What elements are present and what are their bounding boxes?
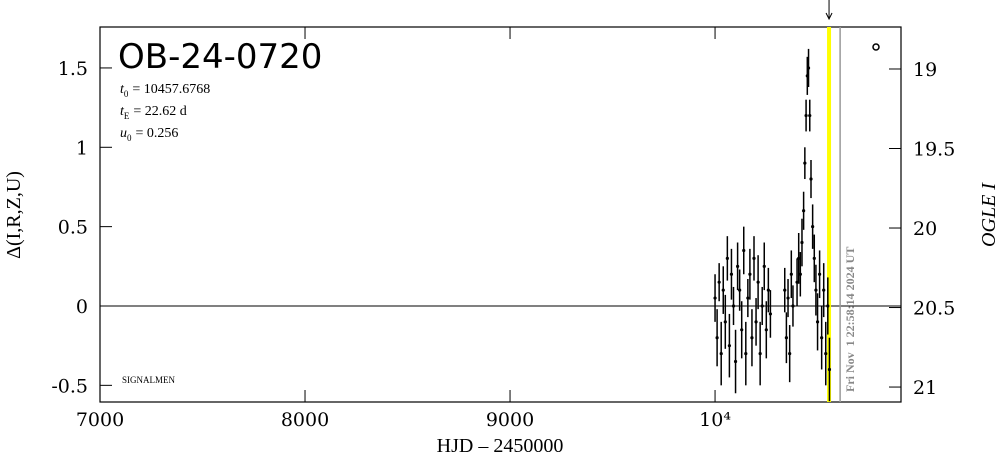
- y-tick-label: 0: [76, 296, 88, 318]
- param-value: = 0.256: [136, 126, 179, 141]
- x-tick-label: 9000: [486, 409, 534, 431]
- y-tick-label: -0.5: [51, 375, 88, 397]
- parameter: u0 = 0.256: [120, 126, 178, 143]
- data-point: [791, 304, 795, 308]
- data-point: [738, 288, 742, 292]
- data-point: [758, 351, 762, 356]
- param-symbol: u: [120, 126, 127, 141]
- y2-axis-label: OGLE I: [978, 182, 1000, 247]
- data-point: [756, 280, 760, 284]
- arrow-head: [825, 12, 833, 21]
- data-point: [725, 256, 729, 260]
- data-point: [784, 336, 788, 340]
- x-tick-label: 7000: [76, 409, 124, 431]
- credit: SIGNALMEN: [122, 375, 175, 385]
- y-tick-label: 0.5: [58, 217, 88, 239]
- data-point: [713, 296, 717, 300]
- param-subscript: E: [124, 111, 130, 121]
- data-point: [783, 288, 787, 292]
- data-point: [715, 336, 719, 340]
- data-point: [733, 359, 738, 364]
- data-point: [736, 264, 740, 268]
- data-point: [752, 256, 756, 260]
- data-point: [808, 113, 812, 118]
- data-point: [721, 288, 725, 292]
- data-point: [815, 320, 820, 324]
- data-point: [811, 225, 815, 229]
- data-point: [797, 256, 801, 260]
- param-value: = 22.62 d: [133, 104, 186, 119]
- x-axis-label: HJD – 2450000: [437, 435, 564, 457]
- data-point: [802, 209, 806, 213]
- data-point: [826, 304, 830, 308]
- y2-tick-label: 20.5: [913, 298, 955, 320]
- x-tick-label: 10⁴: [699, 409, 731, 431]
- data-point: [762, 264, 766, 268]
- data-point: [812, 256, 816, 260]
- param-subscript: 0: [124, 89, 129, 99]
- data-point: [731, 304, 736, 308]
- data-point: [814, 288, 818, 292]
- data-point: [804, 113, 808, 118]
- marker-icon: [872, 43, 880, 51]
- data-point: [818, 272, 822, 276]
- data-point: [789, 272, 793, 276]
- data-point: [750, 336, 754, 340]
- data-point: [798, 272, 802, 276]
- y2-tick-label: 19.5: [913, 139, 955, 161]
- data-point: [723, 320, 727, 324]
- y2-tick-label: 21: [913, 377, 937, 399]
- data-point: [746, 296, 750, 300]
- param-symbol: t: [120, 104, 125, 119]
- y-axis-label: Δ(I,R,Z,U): [3, 171, 25, 259]
- data-point: [760, 304, 764, 308]
- data-point: [742, 248, 746, 253]
- data-point: [729, 272, 734, 276]
- x-tick-label: 8000: [281, 409, 329, 431]
- parameter: t0 = 10457.6768: [120, 82, 210, 99]
- data-point: [820, 336, 824, 340]
- data-point: [748, 272, 752, 276]
- parameter: tE = 22.62 d: [120, 104, 187, 121]
- data-point: [803, 161, 807, 165]
- y-tick-label: 1: [76, 137, 88, 159]
- data-point: [795, 280, 799, 284]
- data-point: [717, 280, 721, 284]
- data-point: [766, 288, 770, 292]
- data-point: [768, 312, 773, 316]
- data-point: [809, 177, 813, 181]
- data-point: [719, 351, 723, 356]
- data-point: [727, 344, 732, 348]
- data-point: [744, 351, 748, 356]
- data-point: [806, 66, 811, 70]
- data-point: [800, 240, 804, 245]
- data-point: [788, 351, 792, 356]
- data-point: [740, 328, 744, 332]
- chart-title: OB-24-0720: [118, 37, 322, 77]
- y2-tick-label: 19: [913, 59, 937, 81]
- data-point: [824, 351, 828, 356]
- data-point: [786, 296, 790, 300]
- param-subscript: 0: [127, 133, 132, 143]
- data-point: [827, 367, 832, 372]
- y-tick-label: 1.5: [58, 58, 88, 80]
- data-point: [822, 288, 826, 292]
- param-value: = 10457.6768: [132, 82, 210, 97]
- plot-frame: [99, 26, 902, 403]
- param-symbol: t: [120, 82, 125, 97]
- data-point: [764, 328, 768, 332]
- y2-tick-label: 20: [913, 218, 937, 240]
- data-point: [754, 320, 758, 324]
- timestamp: Fri Nov 1 22:58:14 2024 UT: [843, 247, 857, 392]
